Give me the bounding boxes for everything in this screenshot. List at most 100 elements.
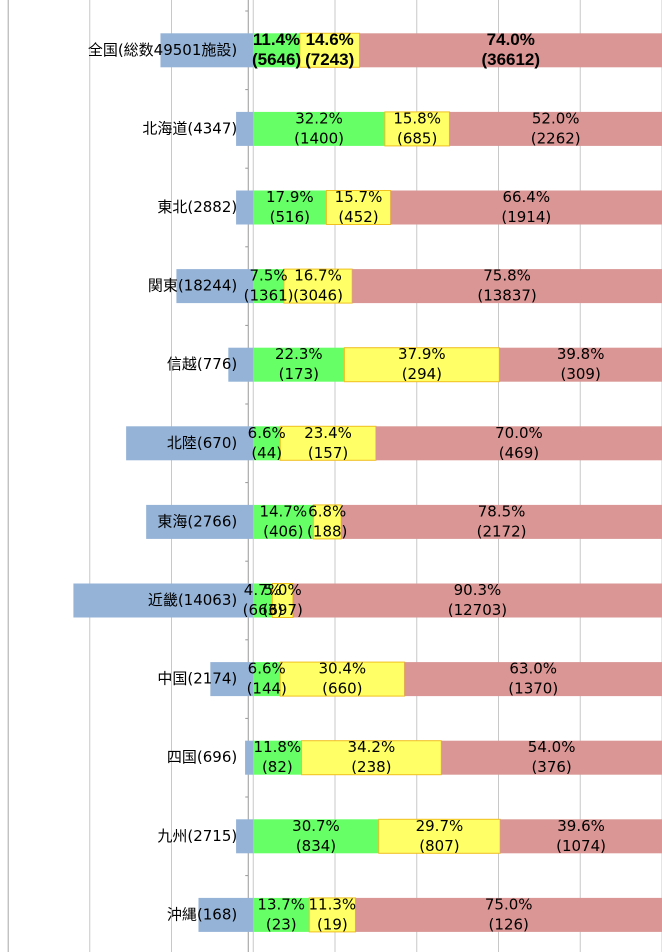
count-label: (406) (263, 522, 303, 540)
bar-segment (292, 583, 662, 618)
category-label: 四国(696) (167, 748, 237, 766)
category-label: 中国(2174) (157, 670, 237, 688)
count-label: (157) (308, 444, 348, 462)
category-label: 東北(2882) (157, 198, 237, 216)
count-label: (13837) (477, 287, 536, 305)
value-label: 70.0% (495, 424, 543, 442)
count-label: (516) (270, 208, 310, 226)
value-label: 75.0% (485, 895, 533, 913)
category-label: 東海(2766) (157, 512, 237, 530)
value-label: 39.8% (557, 345, 605, 363)
bar-segment (378, 818, 501, 854)
value-label: 11.4% (253, 30, 300, 49)
label-bar (236, 190, 254, 225)
value-label: 15.7% (335, 188, 383, 206)
count-label: (188) (307, 522, 347, 540)
count-label: (685) (397, 129, 437, 147)
bar-segment (352, 269, 662, 304)
label-bar (160, 33, 254, 68)
bar-segment (253, 190, 327, 225)
count-label: (2262) (531, 129, 581, 147)
bar-segment (341, 504, 662, 539)
count-label: (663) (243, 601, 283, 619)
count-label: (309) (560, 365, 600, 383)
count-label: (1914) (501, 208, 551, 226)
label-bar (228, 347, 254, 382)
bar-segment (500, 819, 662, 854)
bar-segment (253, 819, 379, 854)
bar-segment (253, 583, 273, 618)
value-label: 11.3% (309, 895, 357, 913)
bar-segment (253, 740, 302, 775)
value-label: 15.8% (393, 109, 441, 127)
value-label: 39.6% (557, 817, 605, 835)
label-bar (210, 662, 254, 697)
bar-segment (253, 897, 310, 932)
category-label: 沖縄(168) (167, 905, 237, 923)
value-label: 17.9% (266, 188, 314, 206)
bar-segment (449, 111, 662, 146)
label-bar (73, 583, 254, 618)
category-label: 全国(総数49501施設) (88, 41, 237, 59)
label-bar (146, 504, 254, 539)
category-label: 北陸(670) (167, 434, 237, 452)
count-label: (834) (296, 837, 336, 855)
bar-segment (253, 33, 300, 68)
label-bar (236, 819, 254, 854)
category-label: 関東(18244) (148, 277, 237, 295)
count-label: (238) (351, 758, 391, 776)
bar-segment (390, 190, 662, 225)
bar-segment (253, 269, 284, 304)
value-label: 6.6% (248, 424, 286, 442)
bar-segment (253, 662, 281, 697)
value-label: 4.7% (244, 581, 282, 599)
bar-segment (325, 190, 392, 225)
value-label: 30.4% (319, 660, 367, 678)
count-label: (469) (499, 444, 539, 462)
value-label: 30.7% (292, 817, 340, 835)
bar-segment (375, 426, 662, 461)
count-label: (697) (263, 601, 303, 619)
bar-segment (279, 425, 377, 461)
category-label: 信越(776) (167, 355, 237, 373)
count-label: (23) (266, 915, 297, 933)
count-label: (294) (402, 365, 442, 383)
label-bar (126, 426, 254, 461)
value-label: 13.7% (257, 895, 305, 913)
bar-segment (253, 504, 314, 539)
category-label: 九州(2715) (157, 827, 237, 845)
count-label: (376) (531, 758, 571, 776)
value-label: 23.4% (304, 424, 352, 442)
value-label: 29.7% (416, 817, 464, 835)
value-label: 6.8% (308, 502, 346, 520)
value-label: 6.6% (248, 660, 286, 678)
count-label: (5646) (252, 50, 301, 69)
count-label: (36612) (481, 50, 540, 69)
bar-segment (299, 32, 361, 68)
bar-segment (253, 347, 345, 382)
count-label: (660) (322, 680, 362, 698)
value-label: 75.8% (483, 267, 531, 285)
value-label: 54.0% (528, 738, 576, 756)
count-label: (807) (419, 837, 459, 855)
label-bar (245, 740, 254, 775)
value-label: 63.0% (509, 660, 557, 678)
label-bar (236, 111, 254, 146)
value-label: 37.9% (398, 345, 446, 363)
count-label: (12703) (448, 601, 507, 619)
bar-segment (359, 33, 662, 68)
count-label: (144) (247, 680, 287, 698)
bar-segment (441, 740, 662, 775)
count-label: (44) (251, 444, 282, 462)
value-label: 22.3% (275, 345, 323, 363)
count-label: (452) (338, 208, 378, 226)
value-label: 14.7% (259, 502, 307, 520)
bar-segment (253, 111, 385, 146)
value-label: 5.0% (264, 581, 302, 599)
label-bar (198, 897, 254, 932)
bar-segment (343, 347, 500, 383)
bar-segment (499, 347, 662, 382)
value-label: 74.0% (487, 30, 535, 49)
value-label: 52.0% (532, 109, 580, 127)
